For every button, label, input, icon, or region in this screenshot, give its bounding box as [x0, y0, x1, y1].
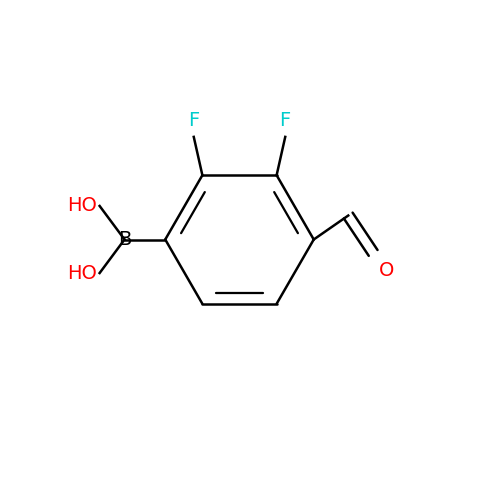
Text: O: O [379, 261, 394, 280]
Text: HO: HO [68, 195, 97, 215]
Text: F: F [280, 111, 291, 130]
Text: F: F [188, 111, 199, 130]
Text: B: B [118, 230, 131, 249]
Text: HO: HO [68, 264, 97, 284]
